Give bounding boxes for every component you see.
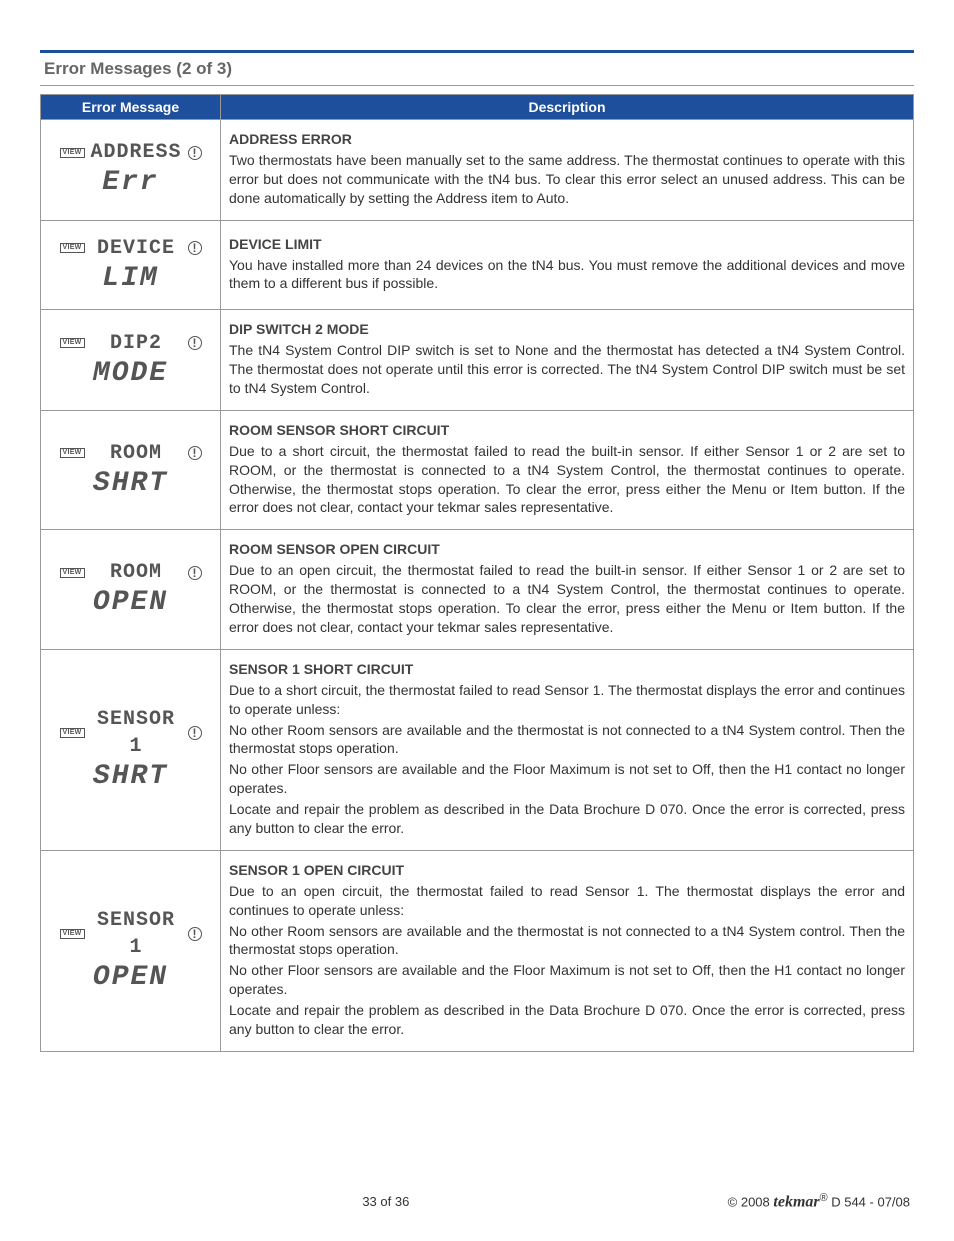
table-row: VIEWDEVICE! LIM DEVICE LIMIT You have insta… (41, 220, 914, 310)
description-paragraph: Due to a short circuit, the thermostat f… (229, 442, 905, 518)
warning-icon: ! (188, 726, 202, 740)
lcd-line1: DIP2 (85, 330, 188, 357)
description-paragraph: No other Floor sensors are available and… (229, 760, 905, 798)
section-title-bar: Error Messages (2 of 3) (40, 50, 914, 86)
header-description: Description (221, 95, 914, 120)
lcd-line1: ADDRESS (85, 139, 188, 166)
table-row: VIEWADDRESS! Err ADDRESS ERROR Two thermost… (41, 120, 914, 221)
lcd-line1: SENSOR 1 (85, 706, 188, 760)
lcd-line2: Err (58, 164, 204, 202)
view-badge: VIEW (60, 929, 85, 939)
description-paragraph: No other Room sensors are available and … (229, 721, 905, 759)
description-title: SENSOR 1 SHORT CIRCUIT (229, 660, 905, 679)
description-title: ADDRESS ERROR (229, 130, 905, 149)
description-text: Due to a short circuit, the thermostat f… (229, 442, 905, 518)
description-cell: SENSOR 1 OPEN CIRCUIT Due to an open circ… (221, 850, 914, 1051)
lcd-line1: ROOM (85, 559, 188, 586)
lcd-line2: SHRT (58, 465, 204, 503)
table-row: VIEWROOM! OPEN ROOM SENSOR OPEN CIRCUIT Due… (41, 530, 914, 649)
lcd-display: VIEWSENSOR 1! SHRT (56, 702, 206, 798)
description-cell: DIP SWITCH 2 MODE The tN4 System Control … (221, 310, 914, 411)
table-row: VIEWSENSOR 1! SHRT SENSOR 1 SHORT CIRCUIT D… (41, 649, 914, 850)
description-title: DEVICE LIMIT (229, 235, 905, 254)
lcd-cell: VIEWDIP2! MODE (41, 310, 221, 411)
lcd-cell: VIEWDEVICE! LIM (41, 220, 221, 310)
footer-right: © 2008 tekmar® D 544 - 07/08 (728, 1192, 910, 1211)
lcd-display: VIEWROOM! SHRT (56, 436, 206, 505)
lcd-line1: SENSOR 1 (85, 907, 188, 961)
description-text: The tN4 System Control DIP switch is set… (229, 341, 905, 398)
description-paragraph: The tN4 System Control DIP switch is set… (229, 341, 905, 398)
lcd-cell: VIEWSENSOR 1! SHRT (41, 649, 221, 850)
description-text: Due to an open circuit, the thermostat f… (229, 882, 905, 1039)
warning-icon: ! (188, 146, 202, 160)
description-title: ROOM SENSOR SHORT CIRCUIT (229, 421, 905, 440)
lcd-cell: VIEWSENSOR 1! OPEN (41, 850, 221, 1051)
lcd-display: VIEWSENSOR 1! OPEN (56, 903, 206, 999)
description-cell: DEVICE LIMIT You have installed more than… (221, 220, 914, 310)
error-table: Error Message Description VIEWADDRESS!Er… (40, 94, 914, 1052)
description-paragraph: No other Floor sensors are available and… (229, 961, 905, 999)
lcd-cell: VIEWROOM! SHRT (41, 410, 221, 529)
lcd-line2: OPEN (58, 959, 204, 997)
section-title: Error Messages (2 of 3) (44, 59, 232, 78)
description-title: DIP SWITCH 2 MODE (229, 320, 905, 339)
description-cell: ADDRESS ERROR Two thermostats have been m… (221, 120, 914, 221)
description-text: You have installed more than 24 devices … (229, 256, 905, 294)
view-badge: VIEW (60, 728, 85, 738)
description-paragraph: Locate and repair the problem as describ… (229, 1001, 905, 1039)
description-cell: ROOM SENSOR SHORT CIRCUIT Due to a short … (221, 410, 914, 529)
lcd-line2: SHRT (58, 758, 204, 796)
description-text: Two thermostats have been manually set t… (229, 151, 905, 208)
lcd-line2: MODE (58, 355, 204, 393)
description-paragraph: Due to a short circuit, the thermostat f… (229, 681, 905, 719)
warning-icon: ! (188, 241, 202, 255)
lcd-display: VIEWDEVICE! LIM (56, 231, 206, 300)
warning-icon: ! (188, 446, 202, 460)
lcd-cell: VIEWROOM! OPEN (41, 530, 221, 649)
description-title: ROOM SENSOR OPEN CIRCUIT (229, 540, 905, 559)
view-badge: VIEW (60, 448, 85, 458)
table-row: VIEWDIP2! MODE DIP SWITCH 2 MODE The tN4 Sy… (41, 310, 914, 411)
description-paragraph: No other Room sensors are available and … (229, 922, 905, 960)
description-paragraph: Due to an open circuit, the thermostat f… (229, 882, 905, 920)
view-badge: VIEW (60, 243, 85, 253)
lcd-display: VIEWROOM! OPEN (56, 555, 206, 624)
view-badge: VIEW (60, 148, 85, 158)
description-paragraph: Two thermostats have been manually set t… (229, 151, 905, 208)
warning-icon: ! (188, 927, 202, 941)
view-badge: VIEW (60, 568, 85, 578)
lcd-display: VIEWADDRESS! Err (56, 135, 206, 204)
lcd-cell: VIEWADDRESS! Err (41, 120, 221, 221)
description-text: Due to an open circuit, the thermostat f… (229, 561, 905, 637)
description-cell: SENSOR 1 SHORT CIRCUIT Due to a short cir… (221, 649, 914, 850)
header-error-message: Error Message (41, 95, 221, 120)
warning-icon: ! (188, 336, 202, 350)
description-paragraph: Due to an open circuit, the thermostat f… (229, 561, 905, 637)
table-row: VIEWROOM! SHRT ROOM SENSOR SHORT CIRCUIT Du… (41, 410, 914, 529)
table-row: VIEWSENSOR 1! OPEN SENSOR 1 OPEN CIRCUIT Du… (41, 850, 914, 1051)
description-cell: ROOM SENSOR OPEN CIRCUIT Due to an open c… (221, 530, 914, 649)
page-number: 33 of 36 (362, 1194, 409, 1209)
description-text: Due to a short circuit, the thermostat f… (229, 681, 905, 838)
lcd-line1: ROOM (85, 440, 188, 467)
description-paragraph: Locate and repair the problem as describ… (229, 800, 905, 838)
view-badge: VIEW (60, 338, 85, 348)
lcd-display: VIEWDIP2! MODE (56, 326, 206, 395)
lcd-line2: OPEN (58, 584, 204, 622)
lcd-line2: LIM (58, 260, 204, 298)
description-title: SENSOR 1 OPEN CIRCUIT (229, 861, 905, 880)
lcd-line1: DEVICE (85, 235, 188, 262)
page-footer: 33 of 36 © 2008 tekmar® D 544 - 07/08 (40, 1192, 914, 1211)
description-paragraph: You have installed more than 24 devices … (229, 256, 905, 294)
warning-icon: ! (188, 566, 202, 580)
